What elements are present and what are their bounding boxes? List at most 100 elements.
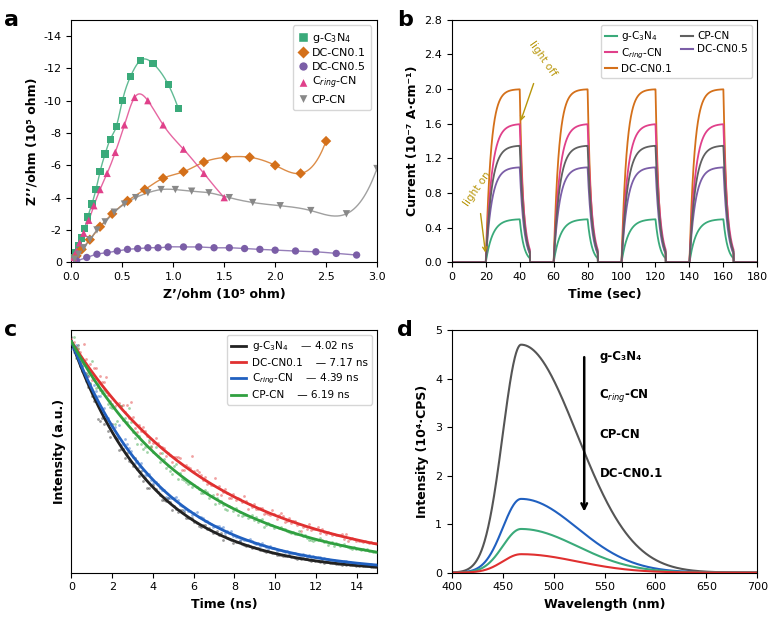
- Point: [365, 562, 377, 572]
- Point: [305, 206, 317, 216]
- Point: [223, 493, 235, 503]
- Point: [206, 522, 219, 532]
- Point: [297, 553, 309, 563]
- Point: [196, 488, 209, 498]
- Point: [362, 559, 375, 569]
- Point: [150, 442, 162, 452]
- Point: [135, 458, 147, 468]
- Point: [323, 537, 336, 547]
- Point: [203, 188, 215, 198]
- Point: [358, 559, 371, 569]
- Point: [118, 199, 131, 209]
- Point: [223, 534, 235, 544]
- Point: [256, 538, 269, 548]
- Point: [160, 463, 172, 473]
- Point: [178, 507, 191, 517]
- Point: [192, 521, 205, 531]
- Point: [162, 242, 174, 252]
- Point: [307, 524, 319, 534]
- Point: [313, 528, 326, 538]
- Point: [65, 335, 78, 345]
- Point: [157, 443, 170, 453]
- Point: [83, 378, 96, 388]
- Point: [332, 557, 344, 567]
- Point: [199, 520, 211, 530]
- Point: [299, 550, 312, 560]
- Point: [155, 185, 167, 195]
- Point: [133, 432, 146, 442]
- Point: [250, 504, 263, 514]
- Point: [238, 535, 250, 545]
- Point: [122, 196, 134, 206]
- Point: [294, 169, 307, 179]
- Point: [368, 538, 381, 548]
- Point: [323, 528, 336, 538]
- Point: [67, 253, 79, 262]
- Point: [111, 433, 123, 443]
- Point: [229, 537, 241, 547]
- Point: [178, 242, 190, 252]
- Point: [217, 535, 230, 545]
- Point: [244, 152, 256, 162]
- Point: [234, 536, 246, 546]
- Point: [307, 552, 319, 562]
- Point: [111, 399, 123, 409]
- Point: [270, 546, 283, 556]
- Point: [88, 396, 100, 406]
- Point: [358, 561, 371, 571]
- Point: [266, 505, 279, 515]
- Point: [287, 552, 299, 562]
- Point: [270, 550, 283, 560]
- Point: [98, 385, 111, 395]
- Point: [161, 493, 174, 503]
- Point: [227, 531, 240, 541]
- Point: [133, 471, 146, 481]
- Text: a: a: [4, 10, 19, 30]
- Point: [145, 442, 157, 452]
- Point: [92, 414, 104, 424]
- Point: [264, 541, 277, 551]
- Point: [151, 439, 164, 448]
- Point: [332, 539, 344, 549]
- Point: [129, 193, 142, 203]
- Point: [102, 413, 115, 423]
- Point: [73, 357, 86, 367]
- Point: [184, 506, 196, 516]
- Point: [172, 452, 185, 462]
- Point: [303, 555, 315, 565]
- Point: [254, 515, 266, 525]
- Point: [351, 558, 363, 568]
- Point: [192, 512, 205, 522]
- Point: [186, 513, 199, 523]
- Point: [178, 475, 191, 485]
- Point: [174, 468, 186, 478]
- Point: [229, 503, 241, 513]
- Y-axis label: Intensity (a.u.): Intensity (a.u.): [53, 399, 66, 504]
- X-axis label: Time (sec): Time (sec): [568, 287, 641, 300]
- Point: [227, 490, 240, 499]
- Point: [86, 375, 98, 385]
- Point: [69, 349, 82, 359]
- Point: [117, 400, 129, 410]
- Point: [340, 541, 352, 551]
- Point: [65, 332, 78, 342]
- Point: [225, 526, 238, 536]
- X-axis label: Wavelength (nm): Wavelength (nm): [544, 598, 665, 611]
- Point: [110, 121, 122, 131]
- Point: [299, 521, 312, 531]
- Point: [117, 443, 129, 453]
- Point: [176, 465, 189, 475]
- Point: [205, 491, 217, 501]
- Point: [352, 558, 365, 568]
- Point: [238, 244, 251, 254]
- Point: [184, 513, 196, 523]
- Point: [178, 465, 191, 475]
- Point: [205, 525, 217, 535]
- Point: [291, 554, 303, 564]
- Point: [121, 417, 133, 427]
- Point: [82, 371, 94, 381]
- Point: [254, 541, 266, 551]
- Point: [198, 169, 210, 179]
- Point: [70, 251, 83, 261]
- Point: [270, 514, 283, 524]
